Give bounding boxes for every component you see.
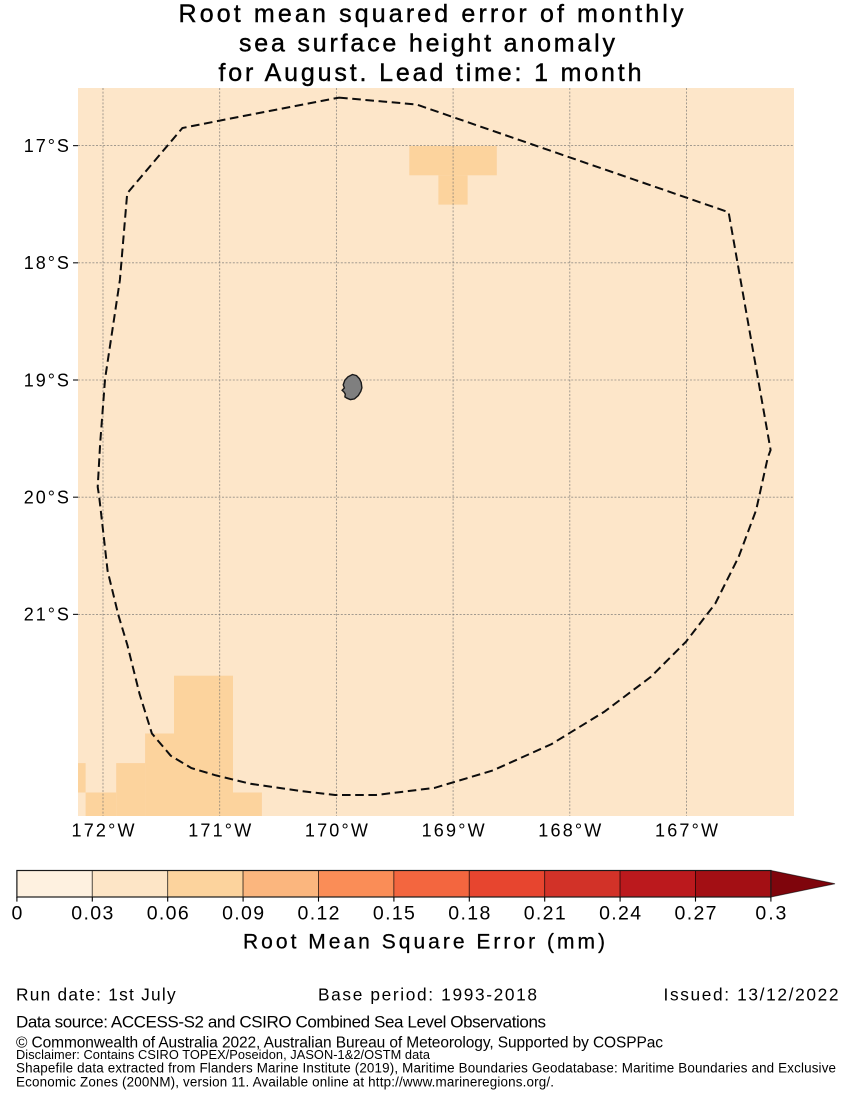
svg-text:Run date: 1st July: Run date: 1st July bbox=[16, 985, 176, 1005]
svg-text:0.24: 0.24 bbox=[599, 902, 641, 924]
svg-text:0.21: 0.21 bbox=[524, 902, 566, 924]
svg-text:Economic Zones (200NM), versio: Economic Zones (200NM), version 11. Avai… bbox=[16, 1074, 554, 1089]
svg-text:169°W: 169°W bbox=[422, 821, 485, 841]
svg-text:0: 0 bbox=[11, 902, 22, 924]
svg-text:Issued: 13/12/2022: Issued: 13/12/2022 bbox=[664, 985, 839, 1005]
svg-text:0.03: 0.03 bbox=[71, 902, 113, 924]
svg-text:0.3: 0.3 bbox=[755, 902, 786, 924]
svg-text:0.18: 0.18 bbox=[448, 902, 490, 924]
svg-text:170°W: 170°W bbox=[305, 821, 368, 841]
svg-text:168°W: 168°W bbox=[538, 821, 601, 841]
svg-text:167°W: 167°W bbox=[655, 821, 718, 841]
svg-text:0.27: 0.27 bbox=[675, 902, 717, 924]
svg-text:172°W: 172°W bbox=[72, 821, 135, 841]
svg-text:for August. Lead time: 1 month: for August. Lead time: 1 month bbox=[219, 59, 642, 87]
svg-text:Base period: 1993-2018: Base period: 1993-2018 bbox=[318, 985, 537, 1005]
svg-text:Disclaimer: Contains CSIRO TOP: Disclaimer: Contains CSIRO TOPEX/Poseido… bbox=[16, 1047, 431, 1062]
svg-text:Root Mean Square Error (mm): Root Mean Square Error (mm) bbox=[243, 931, 605, 954]
svg-text:© Commonwealth of Australia 20: © Commonwealth of Australia 2022, Austra… bbox=[16, 1035, 663, 1052]
svg-text:0.06: 0.06 bbox=[147, 902, 189, 924]
svg-text:Data source: ACCESS-S2 and CSI: Data source: ACCESS-S2 and CSIRO Combine… bbox=[16, 1013, 546, 1032]
svg-text:0.15: 0.15 bbox=[373, 902, 415, 924]
svg-text:0.09: 0.09 bbox=[222, 902, 264, 924]
svg-text:Shapefile data extracted from: Shapefile data extracted from Flanders M… bbox=[16, 1061, 836, 1076]
svg-text:171°W: 171°W bbox=[188, 821, 251, 841]
svg-text:0.12: 0.12 bbox=[298, 902, 340, 924]
